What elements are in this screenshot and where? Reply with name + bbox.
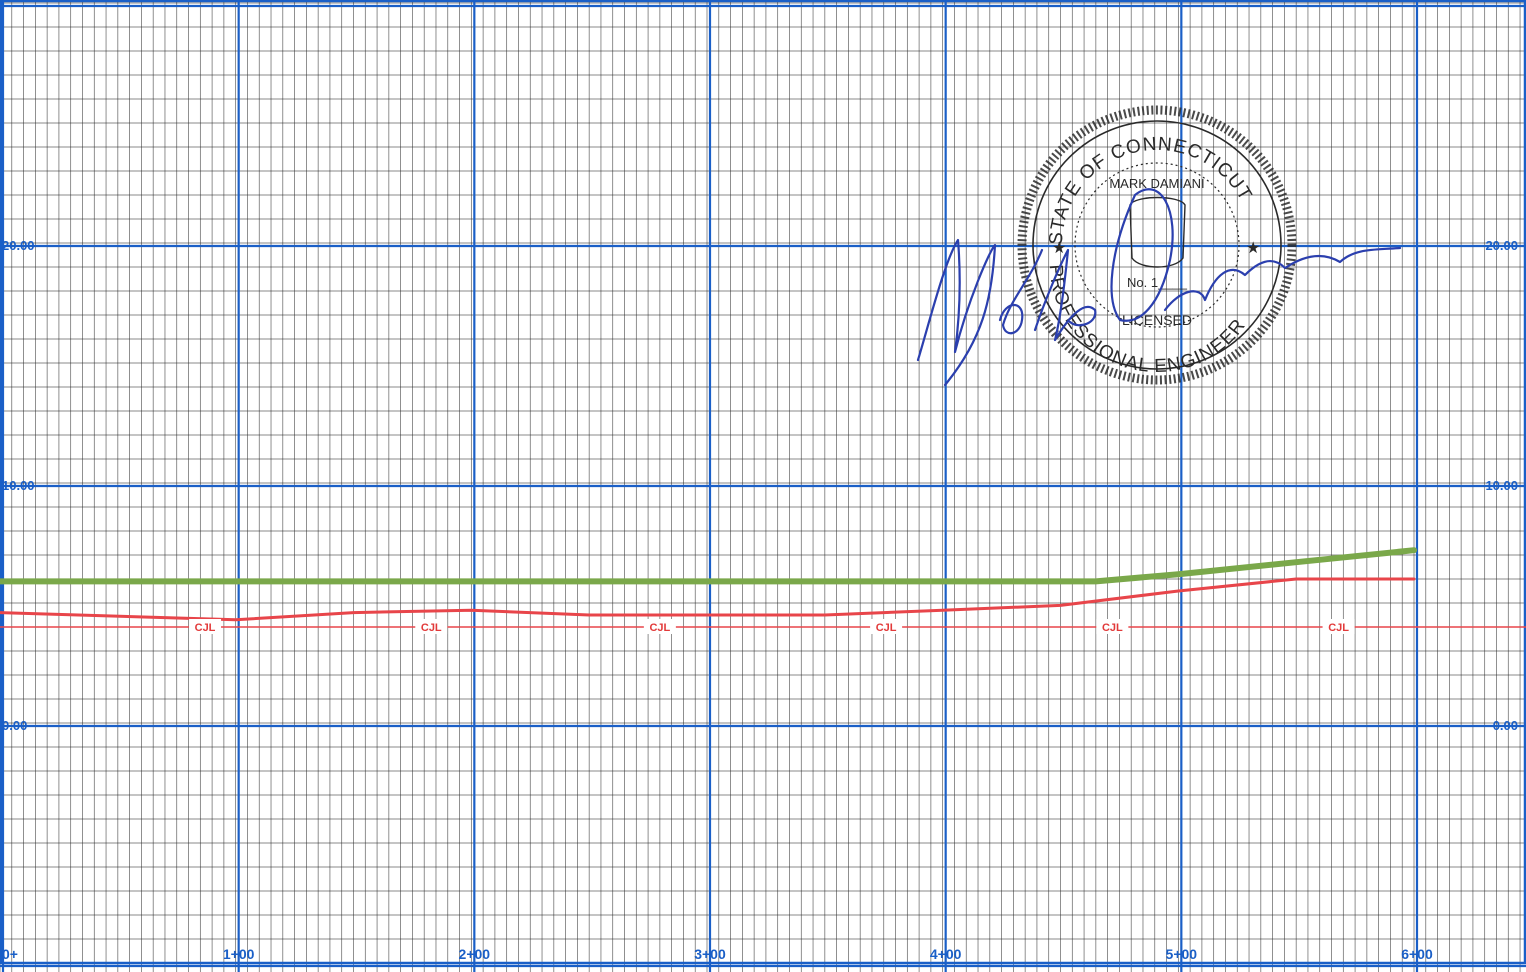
axis-labels: 20.00 20.00 10.00 10.00 0.00 0.00 0+ 1+00 2+00 3+…: [2, 238, 1518, 962]
series-line-1: [0, 547, 1417, 585]
x-tick-label: 4+00: [930, 946, 962, 962]
x-tick-label: 2+00: [459, 946, 491, 962]
cjl-label-bg: [870, 619, 903, 634]
cjl-label-bg: [643, 619, 676, 634]
seal-star-left-icon: ★: [1052, 240, 1066, 257]
cjl-label-bg: [1096, 619, 1129, 634]
seal-name-line: MARK DAMIANI: [1109, 176, 1204, 191]
cjl-label-bg: [189, 619, 222, 634]
y-tick-label-left: 20.00: [2, 238, 35, 253]
cjl-label: CJL: [195, 622, 216, 634]
x-tick-label: 5+00: [1166, 946, 1198, 962]
y-tick-label-left: 0.00: [2, 718, 27, 733]
cjl-label-bg: [415, 619, 448, 634]
y-tick-label-right: 0.00: [1493, 718, 1518, 733]
cjl-label: CJL: [876, 622, 897, 634]
cjl-label: CJL: [421, 622, 442, 634]
y-tick-label-right: 20.00: [1485, 238, 1518, 253]
x-tick-label: 0+: [2, 946, 18, 962]
seal-shield-icon: [1129, 196, 1186, 268]
cjl-label: CJL: [1328, 622, 1349, 634]
y-tick-label-right: 10.00: [1485, 478, 1518, 493]
seal-number-line: No. 1____: [1127, 275, 1188, 290]
series-line-2: [0, 577, 1416, 622]
cjl-label: CJL: [1102, 622, 1123, 634]
x-tick-label: 1+00: [223, 946, 255, 962]
cjl-labels: CJL CJL CJL CJL CJL CJL: [189, 619, 1355, 634]
x-tick-label: 3+00: [694, 946, 726, 962]
engineer-signature: [916, 188, 1402, 387]
seal-star-right-icon: ★: [1246, 240, 1260, 257]
series-layer: [0, 547, 1526, 628]
y-tick-label-left: 10.00: [2, 478, 35, 493]
x-tick-label: 6+00: [1401, 946, 1433, 962]
cjl-label-bg: [1322, 619, 1355, 634]
cjl-label: CJL: [649, 622, 670, 634]
